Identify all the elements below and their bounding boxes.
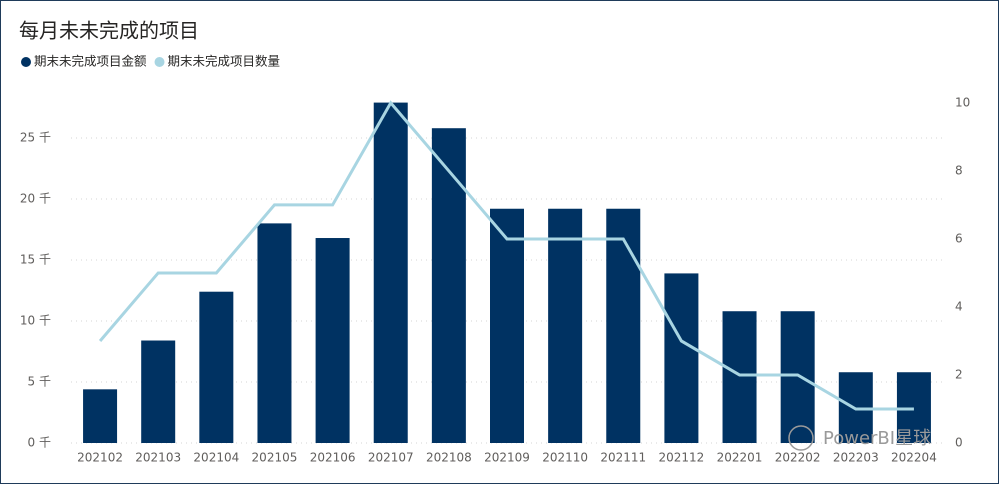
y-tick-label: 15 千 <box>20 252 51 266</box>
x-tick-label: 202201 <box>717 451 763 465</box>
y-tick-label: 5 千 <box>28 374 51 388</box>
x-tick-label: 202204 <box>891 451 937 465</box>
y-tick-label: 20 千 <box>20 191 51 205</box>
y-tick-label: 25 千 <box>20 130 51 144</box>
bar <box>548 208 583 443</box>
x-tick-label: 202105 <box>252 451 298 465</box>
y2-tick-label: 10 <box>955 95 970 109</box>
y2-tick-label: 4 <box>955 299 963 313</box>
y-tick-label: 0 千 <box>28 436 51 450</box>
bar <box>315 238 350 443</box>
y2-tick-label: 2 <box>955 367 963 381</box>
x-tick-label: 202203 <box>833 451 879 465</box>
x-tick-label: 202112 <box>658 451 704 465</box>
bar <box>490 208 524 443</box>
bar <box>606 208 641 443</box>
legend-marker <box>21 57 31 67</box>
chart-title: 每月未未完成的项目 <box>19 19 199 43</box>
x-tick-label: 202106 <box>310 451 356 465</box>
bar <box>780 311 815 443</box>
bar <box>199 291 234 443</box>
bar <box>83 389 118 443</box>
x-tick-label: 202103 <box>135 451 181 465</box>
x-tick-label: 202111 <box>600 451 646 465</box>
x-tick-label: 202109 <box>484 451 530 465</box>
y2-tick-label: 6 <box>955 231 963 245</box>
x-tick-label: 202104 <box>193 451 239 465</box>
x-tick-label: 202102 <box>77 451 123 465</box>
y2-tick-label: 8 <box>955 163 963 177</box>
bar <box>373 102 408 443</box>
bar <box>431 128 466 443</box>
legend-label: 期末未完成项目数量 <box>168 54 281 69</box>
x-tick-label: 202108 <box>426 451 472 465</box>
watermark: PowerBI星球 <box>823 428 931 449</box>
x-tick-label: 202202 <box>775 451 821 465</box>
y2-tick-label: 0 <box>955 436 963 450</box>
bar <box>722 311 757 443</box>
y-tick-label: 10 千 <box>20 313 51 327</box>
bar <box>664 273 699 443</box>
bar <box>257 223 292 443</box>
watermark-icon <box>788 425 814 451</box>
legend-label: 期末未完成项目金额 <box>34 54 147 69</box>
legend-marker <box>154 57 165 67</box>
bar <box>141 340 176 443</box>
x-tick-label: 202110 <box>542 451 588 465</box>
line <box>98 100 914 411</box>
x-tick-label: 202107 <box>368 451 414 465</box>
